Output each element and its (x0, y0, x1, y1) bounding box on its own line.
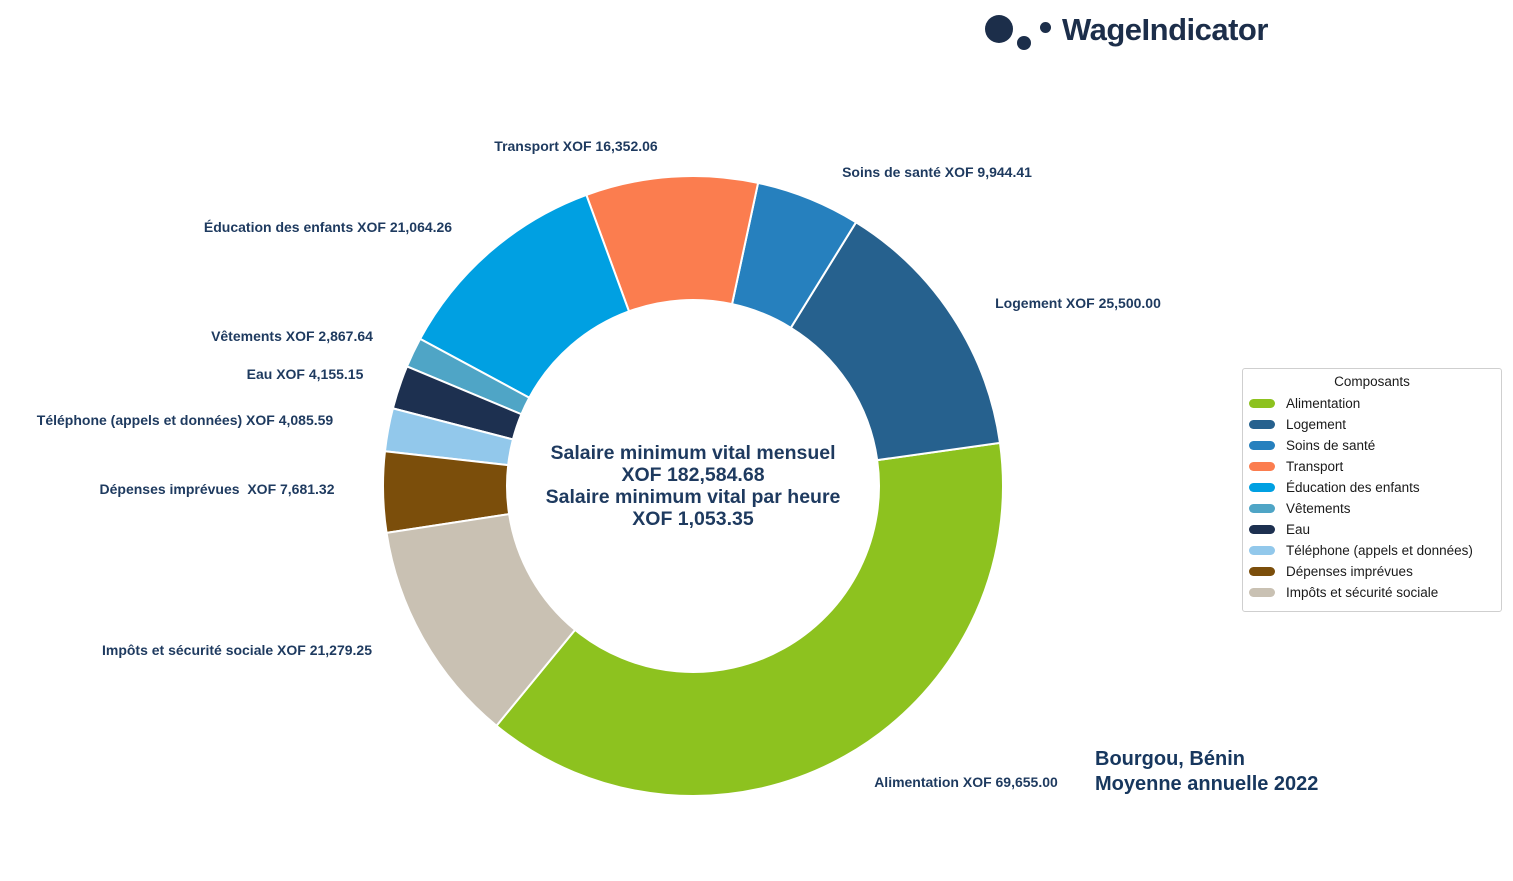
legend-swatch-icon (1249, 483, 1275, 492)
legend-item-telephone-appels-et-donnees[interactable]: Téléphone (appels et données) (1243, 540, 1501, 561)
legend-items: Alimentation Logement Soins de santé Transp… (1243, 393, 1501, 603)
legend-swatch-icon (1249, 420, 1275, 429)
slice-label-impots-et-securite-sociale: Impôts et sécurité sociale XOF 21,279.25 (101, 642, 373, 658)
logo-dot-large-icon (985, 15, 1013, 43)
legend-item-label: Vêtements (1286, 501, 1351, 516)
center-total-label: Salaire minimum vital mensuel XOF 182,58… (546, 442, 841, 530)
slice-label-eau: Eau XOF 4,155.15 (246, 366, 364, 382)
legend-item-eau[interactable]: Eau (1243, 519, 1501, 540)
chart-title-location: Bourgou, Bénin (1095, 748, 1245, 770)
logo-dot-small-icon (1040, 22, 1051, 33)
legend-item-label: Soins de santé (1286, 438, 1376, 453)
slice-label-education-des-enfants: Éducation des enfants XOF 21,064.26 (203, 219, 453, 235)
legend-item-label: Impôts et sécurité sociale (1286, 585, 1439, 600)
chart-title: Bourgou, Bénin Moyenne annuelle 2022 (1095, 747, 1318, 797)
slice-label-logement: Logement XOF 25,500.00 (995, 295, 1161, 311)
slice-label-vetements: Vêtements XOF 2,867.64 (211, 328, 373, 344)
hourly-wage-caption: Salaire minimum vital par heure (545, 486, 841, 508)
legend-item-label: Logement (1286, 417, 1347, 432)
slice-label-depenses-imprevues: Dépenses imprévues XOF 7,681.32 (99, 481, 335, 497)
slice-label-alimentation: Alimentation XOF 69,655.00 (874, 774, 1058, 790)
slice-label-transport: Transport XOF 16,352.06 (494, 138, 658, 154)
wageindicator-logo: WageIndicator (0, 0, 1513, 60)
chart-title-period: Moyenne annuelle 2022 (1095, 773, 1319, 795)
legend-swatch-icon (1249, 399, 1275, 408)
pie-slice-alimentation[interactable] (495, 441, 1004, 797)
legend-item-label: Dépenses imprévues (1286, 564, 1413, 579)
slice-label-telephone-appels-et-donnees: Téléphone (appels et données) XOF 4,085.… (36, 412, 334, 428)
legend-item-label: Transport (1286, 459, 1344, 474)
legend-item-depenses-imprevues[interactable]: Dépenses imprévues (1243, 561, 1501, 582)
legend-item-impots-et-securite-sociale[interactable]: Impôts et sécurité sociale (1243, 582, 1501, 603)
legend-title: Composants (1334, 374, 1410, 389)
legend-swatch-icon (1249, 546, 1275, 555)
legend-item-label: Alimentation (1286, 396, 1361, 411)
slice-label-soins-de-sante: Soins de santé XOF 9,944.41 (842, 164, 1032, 180)
legend-item-label: Téléphone (appels et données) (1286, 543, 1473, 558)
legend-item-soins-de-sante[interactable]: Soins de santé (1243, 435, 1501, 456)
legend-item-label: Éducation des enfants (1286, 480, 1420, 495)
legend-swatch-icon (1249, 588, 1275, 597)
legend-item-alimentation[interactable]: Alimentation (1243, 393, 1501, 414)
legend-item-transport[interactable]: Transport (1243, 456, 1501, 477)
hourly-wage-value: XOF 1,053.35 (632, 508, 754, 530)
legend-swatch-icon (1249, 441, 1275, 450)
logo-wordmark: WageIndicator (1062, 12, 1268, 47)
legend: Composants Alimentation Logement Soins de … (1242, 368, 1502, 612)
legend-swatch-icon (1249, 504, 1275, 513)
logo-dot-medium-icon (1017, 36, 1031, 50)
legend-swatch-icon (1249, 525, 1275, 534)
legend-item-vetements[interactable]: Vêtements (1243, 498, 1501, 519)
pie-slice-impots-et-securite-sociale[interactable] (385, 513, 577, 727)
legend-item-label: Eau (1286, 522, 1311, 537)
legend-item-logement[interactable]: Logement (1243, 414, 1501, 435)
monthly-wage-caption: Salaire minimum vital mensuel (550, 442, 836, 464)
legend-swatch-icon (1249, 567, 1275, 576)
monthly-wage-value: XOF 182,584.68 (621, 464, 765, 486)
legend-item-education-des-enfants[interactable]: Éducation des enfants (1243, 477, 1501, 498)
legend-swatch-icon (1249, 462, 1275, 471)
